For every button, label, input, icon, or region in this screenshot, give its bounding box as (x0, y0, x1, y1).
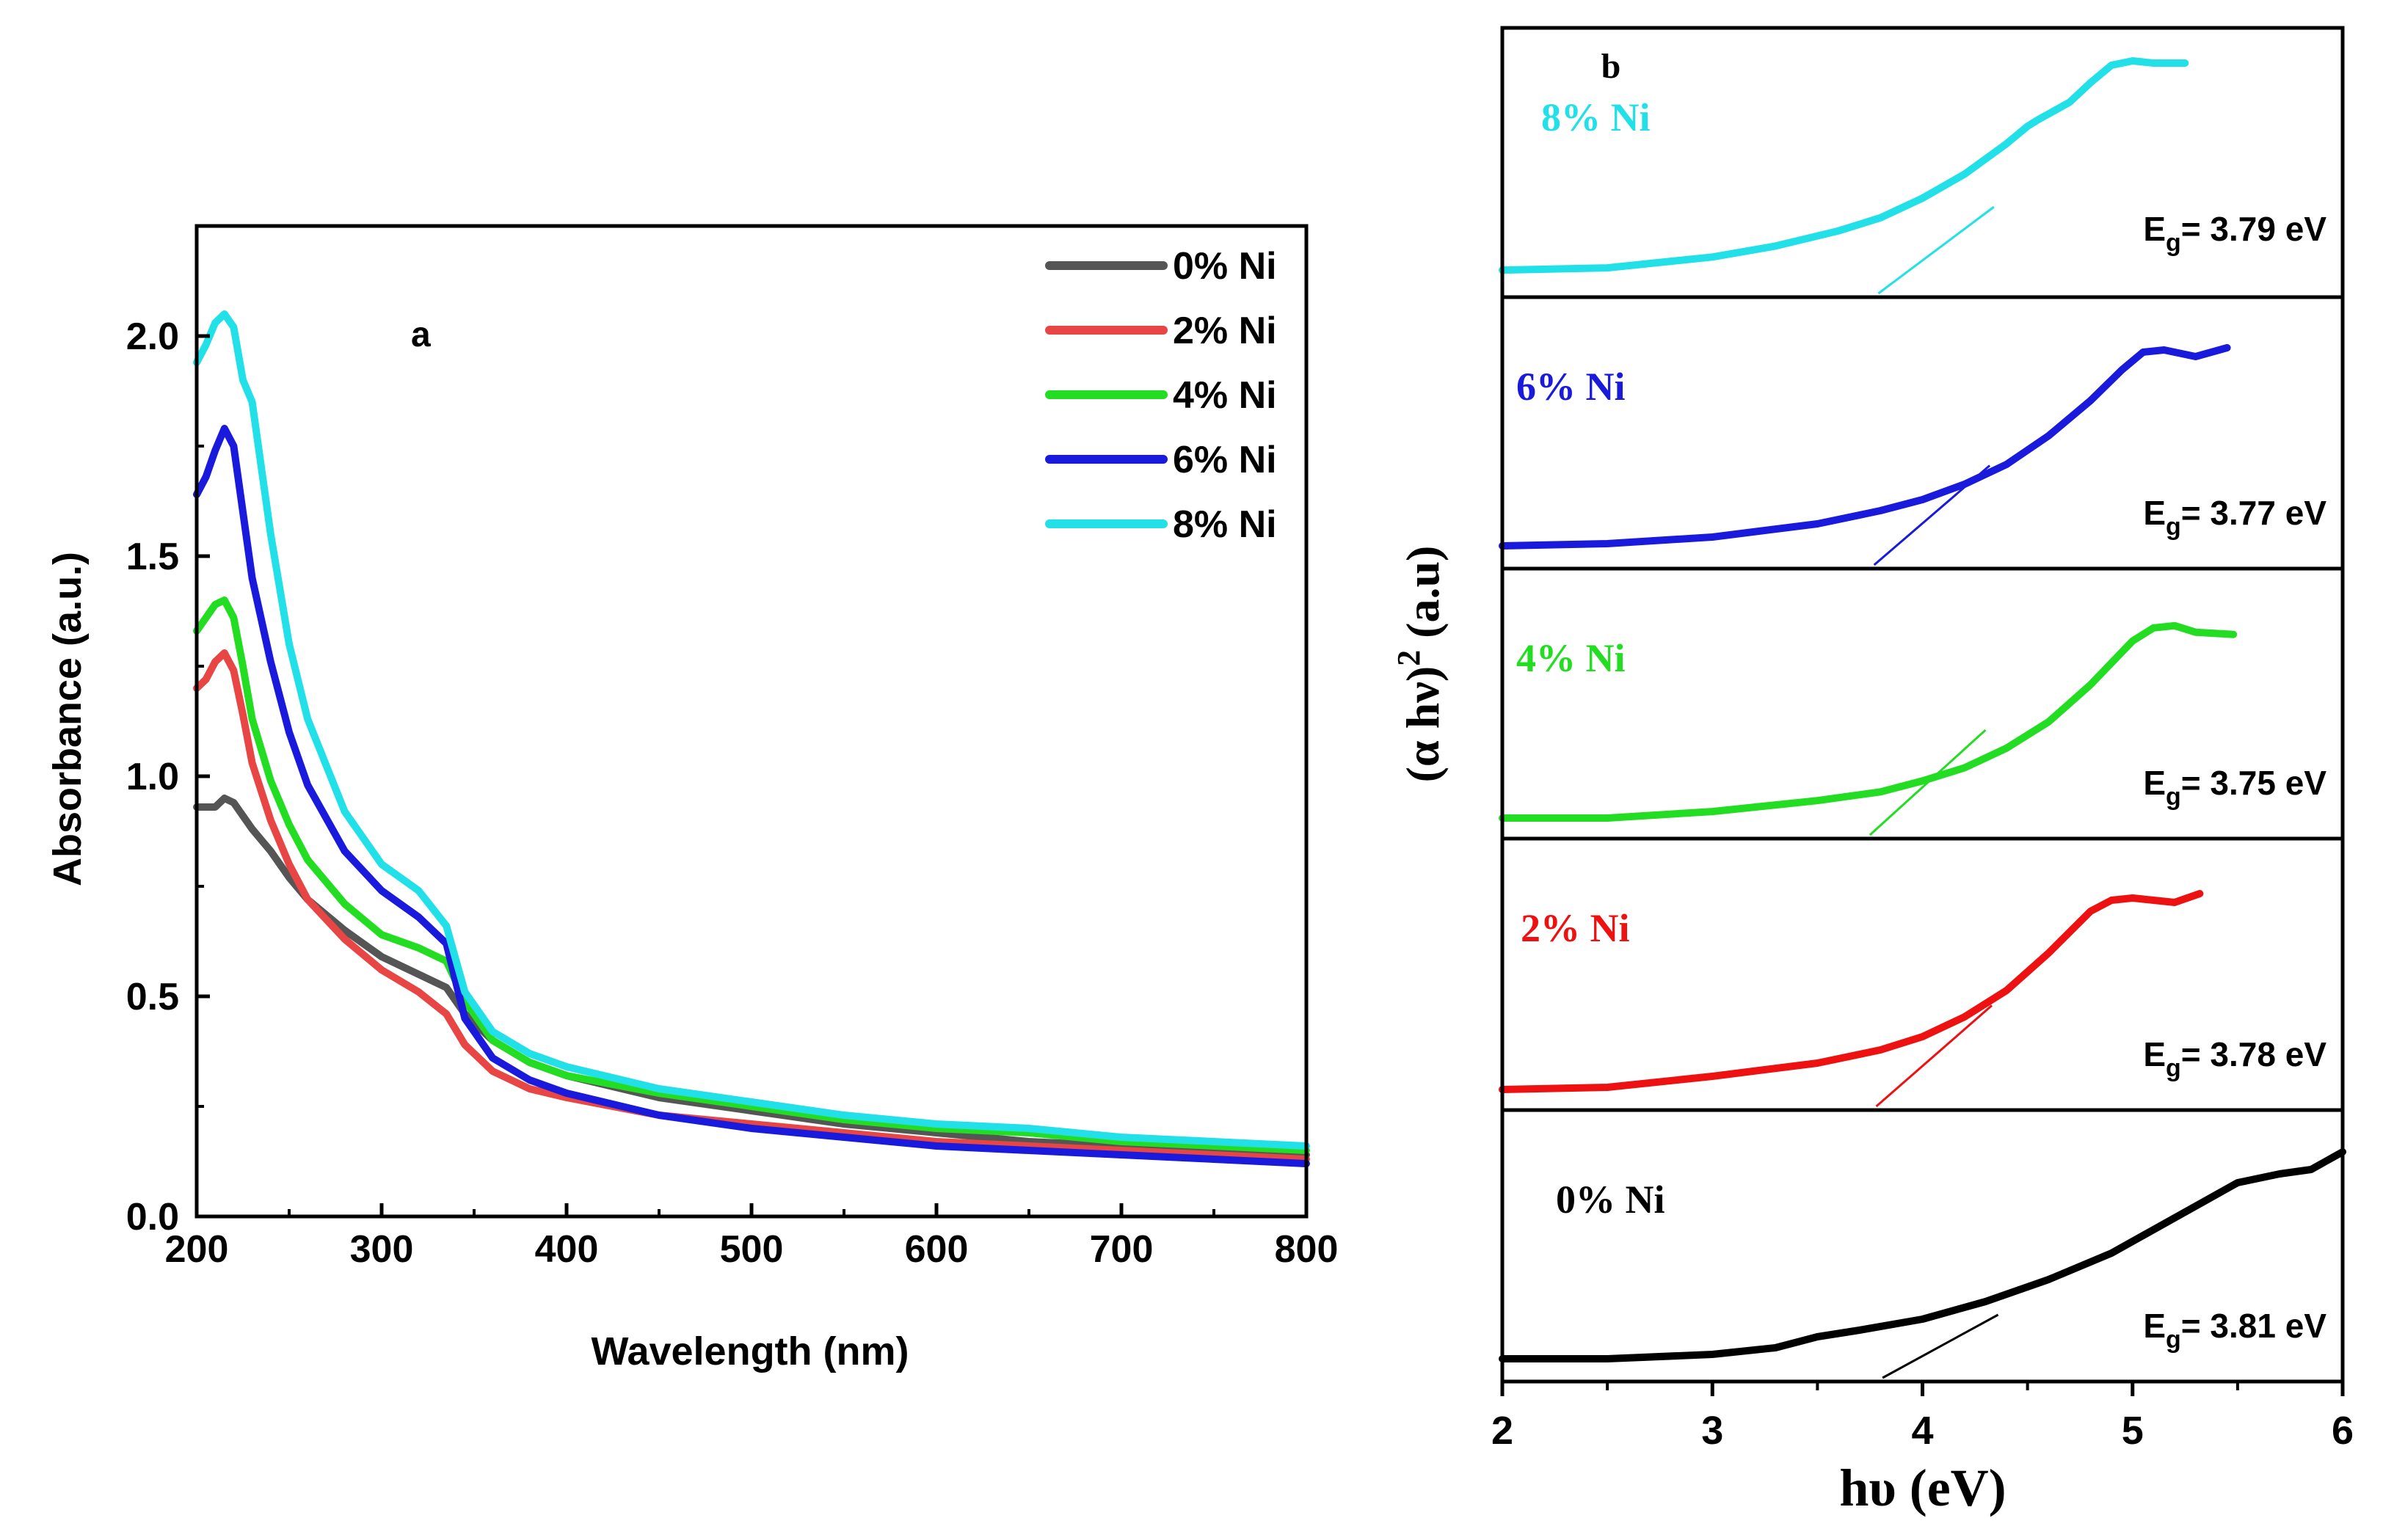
x-tick-label-b: 3 (1701, 1409, 1723, 1453)
x-tick-label-b: 2 (1491, 1409, 1513, 1453)
absorbance-axis-ticks: 200 300 400 500 600 700 800 0.0 0.5 1.0 1.5 2.0 (126, 315, 1339, 1271)
bandgap-prefix: E (2143, 1035, 2166, 1073)
y-tick-label-a: 0.5 (126, 976, 179, 1018)
legend-label: 6% Ni (1173, 439, 1277, 481)
panel-b-label: b (1601, 47, 1621, 86)
absorbance-curves (193, 310, 1310, 1167)
tauc-curve (1499, 57, 2189, 274)
x-axis-title-b: hυ (eV) (1839, 1459, 2006, 1517)
tangent-line (1875, 1004, 1993, 1108)
x-tick-label-b: 4 (1911, 1409, 1933, 1453)
tauc-panel-8pct-ni: 8% Ni Eg= 3.79 eV (1499, 57, 2326, 295)
x-tick-label-b: 5 (2122, 1409, 2144, 1453)
bandgap-sub: g (2166, 1326, 2181, 1354)
sample-label: 8% Ni (1541, 95, 1651, 139)
tauc-panel-2pct-ni: 2% Ni Eg= 3.78 eV (1499, 836, 2343, 1108)
bandgap-value: = 3.77 eV (2181, 494, 2327, 532)
tauc-curve (1499, 1148, 2346, 1362)
bandgap-value: = 3.78 eV (2181, 1035, 2327, 1073)
absorbance-series-8pct-ni (193, 310, 1310, 1150)
tauc-curve (1499, 344, 2231, 550)
sample-label: 0% Ni (1556, 1178, 1665, 1222)
bandgap-sub: g (2166, 783, 2181, 811)
x-axis-title-a: Wavelength (nm) (591, 1329, 909, 1373)
tauc-panel-6pct-ni: 6% Ni Eg= 3.77 eV (1499, 295, 2343, 566)
tauc-panel-0pct-ni: 0% Ni Eg= 3.81 eV (1499, 1108, 2346, 1379)
y-tick-label-a: 2.0 (126, 315, 179, 358)
bandgap-sub: g (2166, 513, 2181, 541)
bandgap-value: = 3.81 eV (2181, 1307, 2327, 1345)
x-tick-label-b: 6 (2332, 1409, 2354, 1453)
tangent-line (1869, 729, 1987, 836)
absorbance-series-4pct-ni (193, 596, 1310, 1154)
x-tick-label-a: 500 (720, 1228, 784, 1271)
legend-label: 0% Ni (1173, 245, 1277, 288)
bandgap-value: = 3.79 eV (2181, 210, 2327, 248)
bandgap-label: Eg= 3.79 eV (2143, 210, 2326, 257)
y-tick-label-a: 1.5 (126, 536, 179, 578)
sample-label: 4% Ni (1516, 636, 1626, 680)
sample-label: 6% Ni (1516, 365, 1626, 409)
absorbance-series-0pct-ni (193, 795, 1310, 1158)
y-axis-title-b: (α hν)2 (a.u) (1391, 546, 1449, 783)
legend: 0% Ni 2% Ni 4% Ni 6% Ni 8% Ni (1031, 236, 1304, 559)
y-tick-label-a: 1.0 (126, 756, 179, 798)
absorbance-chart: 200 300 400 500 600 700 800 0.0 0.5 1.0 1.5 2.0 a W… (46, 224, 1339, 1373)
x-tick-label-a: 600 (905, 1228, 969, 1271)
bandgap-value: = 3.75 eV (2181, 764, 2327, 802)
x-tick-label-a: 200 (165, 1228, 229, 1271)
bandgap-label: Eg= 3.77 eV (2143, 494, 2326, 541)
bandgap-label: Eg= 3.75 eV (2143, 764, 2326, 811)
bandgap-prefix: E (2143, 764, 2166, 802)
x-tick-label-a: 400 (535, 1228, 599, 1271)
bandgap-label: Eg= 3.78 eV (2143, 1035, 2326, 1082)
tauc-curve (1499, 621, 2238, 822)
bandgap-prefix: E (2143, 210, 2166, 248)
panel-a-label: a (411, 315, 431, 354)
tangent-line (1877, 205, 1995, 295)
legend-label: 4% Ni (1173, 374, 1277, 417)
bandgap-sub: g (2166, 1054, 2181, 1082)
tauc-panel-4pct-ni: 4% Ni Eg= 3.75 eV (1499, 566, 2343, 836)
absorbance-series-6pct-ni (193, 425, 1310, 1167)
y-axis-title-a: Absorbance (a.u.) (46, 552, 90, 886)
bandgap-prefix: E (2143, 494, 2166, 532)
tangent-line (1882, 1313, 1999, 1379)
bandgap-label: Eg= 3.81 eV (2143, 1307, 2326, 1354)
bandgap-prefix: E (2143, 1307, 2166, 1345)
x-tick-label-a: 700 (1090, 1228, 1154, 1271)
x-tick-label-a: 300 (350, 1228, 414, 1271)
absorbance-series-2pct-ni (193, 649, 1310, 1163)
bandgap-sub: g (2166, 229, 2181, 257)
x-tick-label-a: 800 (1275, 1228, 1339, 1271)
y-tick-label-a: 0.0 (126, 1196, 179, 1238)
legend-label: 2% Ni (1173, 310, 1277, 352)
tauc-curve (1499, 890, 2204, 1093)
tauc-axis-ticks: 2 3 4 5 6 (1491, 1382, 2354, 1453)
legend-label: 8% Ni (1173, 503, 1277, 546)
tangent-line (1873, 464, 1991, 566)
sample-label: 2% Ni (1521, 906, 1630, 950)
